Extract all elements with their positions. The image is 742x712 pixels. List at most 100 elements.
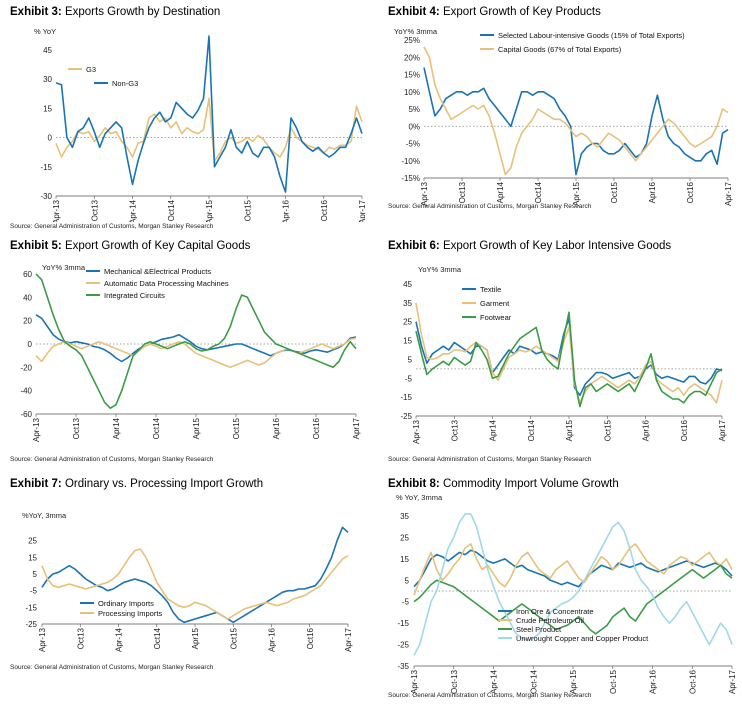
c0-xtick-label: Apr-16 (282, 199, 291, 222)
c3-xtick-label: Oct15 (603, 419, 612, 441)
exhibit-8-title: Exhibit 8: Commodity Import Volume Growt… (388, 478, 619, 490)
c0-xtick-label: Oct13 (90, 199, 99, 221)
c5-ytick-label: 35 (400, 512, 409, 521)
c2-xtick-label: Apr-13 (32, 417, 41, 442)
c4-series-line-1 (41, 548, 349, 620)
exhibit-7-label: Exhibit 7: (10, 478, 62, 490)
c2-ytick-label: 40 (23, 293, 32, 302)
exhibit-6-chart: YoY% 3mma -25 -15 -5 5 15 25 35 45 Apr-13 Oct13 Apr… (400, 265, 727, 444)
c4-ytick-label: -25 (25, 620, 37, 629)
c0-series-line-0 (55, 97, 363, 162)
c5-ytick-label: -5 (402, 598, 410, 607)
exhibit-4-chart: YoY% 3mma -15% -10% -5% 0% 5% 10% 15% 20% 25% Apr-… (394, 27, 733, 206)
c3-ytick-label: 5 (408, 355, 413, 364)
exhibit-7-chart: %YoY, 3mma -25 -15 -5 5 15 25 Apr-13 Oct13 Apr-14… (22, 511, 353, 652)
c0-legend-label-0: G3 (86, 65, 96, 74)
c3-series-line-2 (415, 311, 723, 408)
exhibit-8-label: Exhibit 8: (388, 478, 440, 490)
c3-ytick-label: 15 (403, 337, 412, 346)
exhibit-7-title: Exhibit 7: Ordinary vs. Processing Impor… (10, 478, 263, 490)
exhibit-5-title-text: Export Growth of Key Capital Goods (64, 240, 251, 252)
c2-legend-label-2: Integrated Circuits (104, 291, 165, 300)
c2-legend-label-1: Automatic Data Processing Machines (104, 279, 229, 288)
c5-series-line-0 (413, 549, 733, 588)
exhibit-5-source: Source: General Administration of Custom… (10, 456, 214, 463)
c4-xtick-label: Apr-16 (268, 627, 277, 652)
c0-ytick-label: 45 (43, 46, 52, 55)
c5-series-line-1 (413, 543, 733, 596)
c0-unit-label: % YoY (34, 27, 56, 36)
c1-legend-label-0: Selected Labour-intensive Goods (15% of … (498, 31, 685, 40)
c3-unit-label: YoY% 3mma (418, 265, 462, 274)
c2-series-line-0 (35, 314, 357, 363)
c4-ytick-label: 15 (28, 553, 37, 562)
c1-xtick-label: Apr14 (496, 181, 505, 203)
c0-ytick-label: -30 (40, 192, 52, 201)
exhibit-6-label: Exhibit 6: (388, 240, 440, 252)
c0-ytick-label: -15 (40, 163, 52, 172)
exhibit-3-title-text: Exports Growth by Destination (64, 6, 221, 18)
c2-ytick-label: -60 (20, 410, 32, 419)
c2-xtick-label: Apr16 (272, 417, 281, 439)
c0-xtick-label: Oct15 (243, 199, 252, 221)
exhibit-3-source: Source: General Administration of Custom… (10, 223, 214, 230)
c0-legend-label-1: Non-G3 (112, 79, 138, 88)
c3-ytick-label: 25 (403, 318, 412, 327)
c1-legend-label-1: Capital Goods (67% of Total Exports) (498, 45, 622, 54)
c5-series-line-2 (413, 564, 733, 635)
c3-ytick-label: -15 (400, 393, 412, 402)
c4-xtick-label: Apr-13 (38, 627, 47, 652)
c5-unit-label: % YoY, 3mma (396, 493, 443, 502)
c1-ytick-label: 15% (404, 71, 420, 80)
c5-xtick-label: Apr-15 (569, 669, 578, 694)
c4-ytick-label: -5 (30, 587, 38, 596)
c3-legend-label-2: Footwear (480, 313, 512, 322)
c4-legend-label-1: Processing Imports (98, 609, 162, 618)
c3-xtick-label: Apr14 (489, 419, 498, 441)
c5-xtick-label: Apr-16 (649, 669, 658, 694)
c3-xtick-label: Apr-13 (412, 419, 421, 444)
c5-xtick-label: Oct-13 (450, 669, 459, 694)
c4-xtick-label: Apr15 (191, 627, 200, 649)
c0-xtick-label: Apr-15 (205, 199, 214, 222)
c1-xtick-label: Oct14 (534, 181, 543, 203)
c4-xtick-label: Oct16 (306, 627, 315, 649)
c2-xtick-label: Apr14 (112, 417, 121, 439)
exhibit-8-chart: % YoY, 3mma -35 -25 -15 -5 5 15 25 35 Apr-13 Oct-1… (396, 493, 737, 694)
c4-ytick-label: 25 (28, 537, 37, 546)
c0-xtick-label: Apr-13 (52, 199, 61, 222)
c2-xtick-label: Oct13 (72, 417, 81, 439)
exhibit-6-title-text: Export Growth of Key Labor Intensive Goo… (442, 240, 672, 252)
c1-xtick-label: Apr-13 (420, 181, 429, 206)
c0-xtick-label: Oct14 (167, 199, 176, 221)
exhibit-3-chart: % YoY -30 -15 0 15 30 45 Apr-13 Oct13 Apr-14 Oct14… (34, 27, 365, 222)
c1-ytick-label: -10% (401, 157, 420, 166)
c2-xtick-label: Apr15 (192, 417, 201, 439)
c4-ytick-label: 5 (33, 570, 38, 579)
c5-legend-label-2: Steel Product (516, 625, 562, 634)
c4-xtick-label: Apr-17 (344, 627, 353, 652)
c5-ytick-label: -25 (397, 641, 409, 650)
c0-ytick-label: 15 (43, 104, 52, 113)
c5-xtick-label: Apr-13 (410, 669, 419, 694)
c1-ytick-label: 0% (408, 122, 420, 131)
c1-series-line-1 (423, 46, 729, 176)
c4-xtick-label: Oct14 (153, 627, 162, 649)
exhibit-5-title: Exhibit 5: Export Growth of Key Capital … (10, 240, 250, 252)
c5-ytick-label: 15 (400, 555, 409, 564)
c1-xtick-label: Apr-17 (724, 181, 733, 206)
c3-xtick-label: Apr16 (642, 419, 651, 441)
c5-xtick-label: Oct-16 (688, 669, 697, 694)
c0-series-line-1 (55, 35, 363, 193)
c3-ytick-label: -5 (405, 374, 413, 383)
exhibit-7-source: Source: General Administration of Custom… (10, 664, 214, 671)
c1-xtick-label: Oct16 (686, 181, 695, 203)
c1-ytick-label: 5% (408, 105, 420, 114)
c2-xtick-label: Oct16 (312, 417, 321, 439)
c1-ytick-label: 25% (404, 36, 420, 45)
c3-xtick-label: Oct13 (450, 419, 459, 441)
exhibit-7-panel: Exhibit 7: Ordinary vs. Processing Impor… (10, 478, 365, 708)
exhibit-4-panel: Exhibit 4: Export Growth of Key Products… (388, 6, 738, 236)
c5-ytick-label: 5 (405, 576, 410, 585)
c5-legend-label-0: Iron Ore & Concentrate (516, 607, 594, 616)
